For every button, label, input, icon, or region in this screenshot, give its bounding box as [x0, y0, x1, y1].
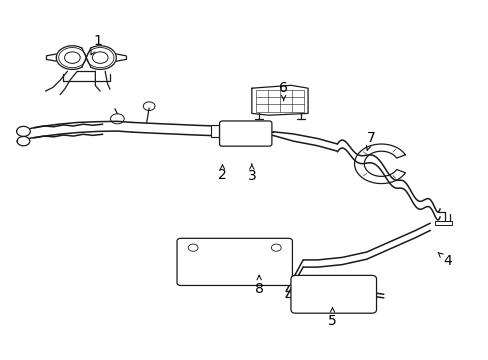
Text: 2: 2	[218, 165, 226, 181]
Text: 8: 8	[254, 275, 263, 296]
Text: 6: 6	[279, 81, 287, 101]
Text: 1: 1	[91, 35, 102, 55]
Bar	[434, 221, 451, 225]
FancyBboxPatch shape	[290, 275, 376, 313]
Text: 5: 5	[327, 308, 336, 328]
FancyBboxPatch shape	[219, 121, 271, 146]
Text: 7: 7	[366, 131, 375, 150]
Text: 4: 4	[437, 252, 451, 268]
FancyBboxPatch shape	[177, 238, 292, 285]
Text: 3: 3	[247, 164, 256, 183]
Bar	[211, 125, 219, 137]
